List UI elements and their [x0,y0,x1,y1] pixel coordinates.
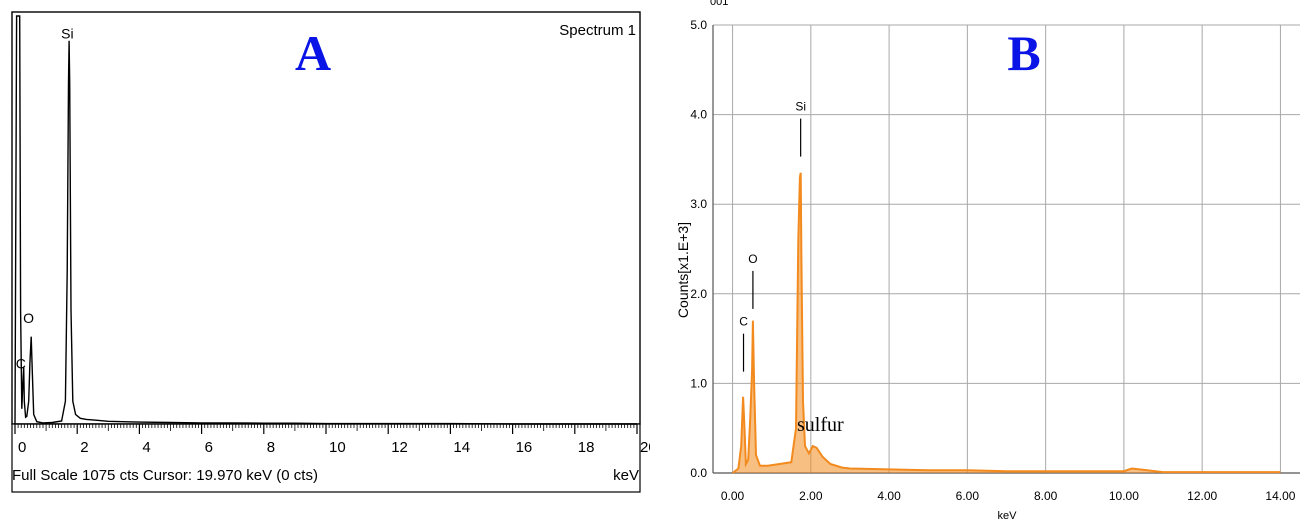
x-tick-label-b: 14.00 [1265,489,1295,503]
top-label-b: 001 [710,0,728,8]
x-tick-label-a: 8 [267,439,275,456]
x-tick-label-b: 10.00 [1109,489,1139,503]
x-tick-label-a: 10 [329,439,346,456]
x-tick-label-a: 18 [578,439,595,456]
peak-label-b: Si [795,100,806,114]
y-axis-label-b: Counts[x1.E+3] [675,222,691,318]
status-frame-a [11,423,641,493]
x-tick-label-a: 14 [453,439,470,456]
spectrum-chart-b: 001 Si O C 0.00 2.00 4.00 6.00 8.00 10.00 12.00 1… [675,0,1300,522]
spectrum-line-a [14,15,637,425]
spectrum-line-b [731,172,1281,474]
peak-label-b: C [739,315,748,329]
x-tick-label-a: 6 [205,439,213,456]
y-tick-label-b: 4.0 [690,108,707,122]
peak-labels-b: Si O C [739,100,806,372]
x-tick-label-a: 2 [80,439,88,456]
x-tick-label-b: 8.00 [1034,489,1058,503]
peak-label-b: O [748,252,757,266]
sulfur-annotation: sulfur [797,414,844,436]
x-tick-label-a: 0 [18,439,26,456]
peak-label-a: Si [61,25,73,41]
x-tick-label-b: 12.00 [1187,489,1217,503]
x-axis-label-b: keV [998,510,1018,522]
x-tick-label-b: 4.00 [877,489,901,503]
y-tick-label-b: 5.0 [690,18,707,32]
x-tick-label-a: 4 [142,439,150,456]
spectrum-label: Spectrum 1 [559,22,636,39]
peak-label-a: O [23,310,34,326]
x-axis-label-a: keV [613,467,639,484]
x-tick-label-b: 6.00 [956,489,980,503]
peak-labels-a: Si O C [16,25,74,371]
panel-letter-b: B [1007,25,1040,81]
panel-letter-a: A [295,25,331,81]
y-tick-label-b: 0.0 [690,466,707,480]
peak-label-a: C [16,356,26,372]
tick-labels-b: 0.00 2.00 4.00 6.00 8.00 10.00 12.00 14.00 0.0 1.… [690,18,1295,503]
plot-frame-a [11,11,641,425]
x-tick-label-a: 12 [391,439,408,456]
y-tick-label-b: 3.0 [690,197,707,211]
x-tick-label-a: 16 [516,439,533,456]
status-text: Full Scale 1075 cts Cursor: 19.970 keV (… [12,467,318,484]
x-tick-label-b: 0.00 [721,489,745,503]
y-tick-label-b: 1.0 [690,376,707,390]
series-group-b [731,172,1281,474]
series-group-a [14,15,637,425]
x-tick-label-a: 20 [640,439,650,456]
x-tick-label-b: 2.00 [799,489,823,503]
y-tick-label-b: 2.0 [690,287,707,301]
